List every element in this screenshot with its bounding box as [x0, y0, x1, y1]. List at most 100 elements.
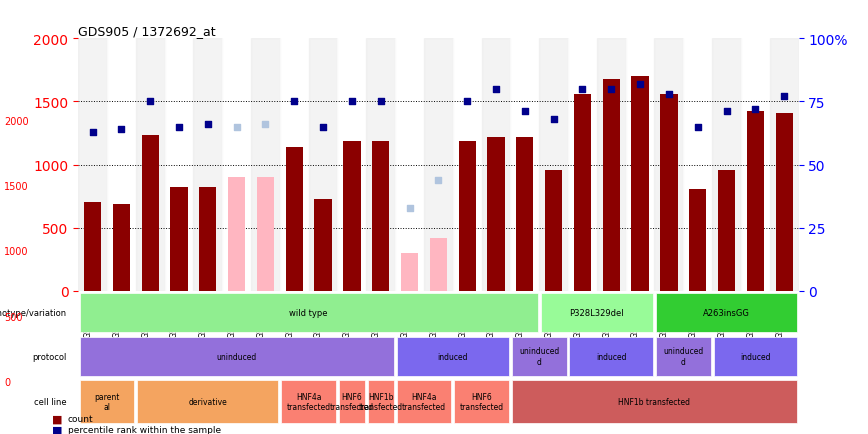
Bar	[286, 148, 303, 291]
Text: A263insGG: A263insGG	[703, 309, 750, 318]
Bar	[395, 39, 424, 291]
Bar	[141, 136, 159, 291]
Bar	[683, 39, 712, 291]
Bar	[113, 204, 130, 291]
Point	[201, 122, 214, 128]
Bar	[194, 39, 222, 291]
Text: induced: induced	[437, 352, 468, 361]
Text: uninduced: uninduced	[216, 352, 257, 361]
Text: 1500: 1500	[4, 182, 29, 191]
Point	[748, 106, 762, 113]
Text: HNF4a
transfected: HNF4a transfected	[402, 392, 446, 411]
Point	[547, 116, 561, 123]
Bar	[430, 238, 447, 291]
Point	[374, 99, 388, 105]
Text: uninduced
d: uninduced d	[663, 347, 703, 366]
Bar	[661, 95, 678, 291]
Bar	[372, 141, 390, 291]
Text: 1000: 1000	[4, 247, 29, 256]
Bar	[401, 253, 418, 291]
Point	[345, 99, 358, 105]
Text: HNF1b
transfected: HNF1b transfected	[358, 392, 403, 411]
FancyBboxPatch shape	[656, 293, 797, 332]
FancyBboxPatch shape	[454, 380, 509, 423]
Text: protocol: protocol	[32, 352, 67, 361]
Point	[403, 204, 417, 211]
Point	[460, 99, 474, 105]
FancyBboxPatch shape	[713, 337, 797, 376]
Bar	[689, 189, 707, 291]
Bar	[712, 39, 741, 291]
Bar	[458, 141, 476, 291]
Bar	[107, 39, 135, 291]
Text: derivative: derivative	[188, 397, 227, 406]
Text: ■: ■	[52, 414, 62, 424]
Point	[575, 86, 589, 93]
Bar	[510, 39, 539, 291]
FancyBboxPatch shape	[512, 337, 567, 376]
Bar	[424, 39, 453, 291]
Text: HNF6
transfected: HNF6 transfected	[330, 392, 374, 411]
Point	[172, 124, 186, 131]
Bar	[574, 95, 591, 291]
Text: GDS905 / 1372692_at: GDS905 / 1372692_at	[78, 25, 216, 38]
Bar	[654, 39, 683, 291]
Bar	[597, 39, 626, 291]
Point	[431, 177, 445, 184]
Point	[86, 129, 100, 136]
Bar	[453, 39, 482, 291]
Point	[633, 81, 647, 88]
Bar	[602, 79, 620, 291]
FancyBboxPatch shape	[137, 380, 279, 423]
Point	[287, 99, 301, 105]
Text: wild type: wild type	[289, 309, 328, 318]
Bar	[338, 39, 366, 291]
Bar	[775, 113, 792, 291]
Bar	[568, 39, 597, 291]
Text: 2000: 2000	[4, 117, 29, 126]
Point	[691, 124, 705, 131]
Bar	[746, 112, 764, 291]
Bar	[222, 39, 251, 291]
Text: HNF1b transfected: HNF1b transfected	[619, 397, 690, 406]
Bar	[487, 138, 504, 291]
Bar	[257, 178, 274, 291]
Bar	[199, 188, 216, 291]
Bar	[309, 39, 338, 291]
Point	[720, 109, 733, 116]
Text: 0: 0	[4, 377, 10, 387]
Point	[115, 126, 128, 133]
Bar	[539, 39, 568, 291]
Bar	[718, 170, 735, 291]
FancyBboxPatch shape	[80, 293, 538, 332]
Text: ■: ■	[52, 425, 62, 434]
Bar	[516, 138, 534, 291]
Bar	[279, 39, 309, 291]
Point	[662, 91, 676, 98]
FancyBboxPatch shape	[397, 337, 509, 376]
FancyBboxPatch shape	[512, 380, 797, 423]
Point	[489, 86, 503, 93]
Text: 500: 500	[4, 312, 23, 322]
Text: parent
al: parent al	[95, 392, 120, 411]
Bar	[741, 39, 770, 291]
FancyBboxPatch shape	[368, 380, 394, 423]
Bar	[626, 39, 654, 291]
Point	[230, 124, 244, 131]
Bar	[366, 39, 395, 291]
FancyBboxPatch shape	[541, 293, 653, 332]
Text: percentile rank within the sample: percentile rank within the sample	[68, 425, 220, 434]
Text: cell line: cell line	[34, 397, 67, 406]
Point	[143, 99, 157, 105]
Bar	[165, 39, 194, 291]
Text: HNF4a
transfected: HNF4a transfected	[286, 392, 331, 411]
Bar	[482, 39, 510, 291]
Text: P328L329del: P328L329del	[569, 309, 624, 318]
Bar	[78, 39, 107, 291]
Bar	[314, 199, 332, 291]
FancyBboxPatch shape	[656, 337, 711, 376]
Point	[604, 86, 618, 93]
FancyBboxPatch shape	[569, 337, 653, 376]
Bar	[228, 178, 246, 291]
Point	[259, 122, 273, 128]
